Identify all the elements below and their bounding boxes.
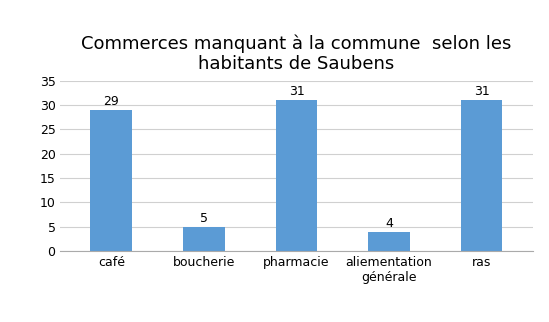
Text: 4: 4	[385, 217, 393, 230]
Bar	[91, 110, 132, 251]
Title: Commerces manquant à la commune  selon les
habitants de Saubens: Commerces manquant à la commune selon le…	[81, 34, 512, 73]
Text: 29: 29	[103, 95, 119, 108]
Bar	[368, 232, 410, 251]
Text: 5: 5	[200, 212, 208, 225]
Bar	[183, 227, 225, 251]
Bar	[276, 100, 317, 251]
Text: 31: 31	[289, 85, 304, 98]
Bar	[461, 100, 502, 251]
Text: 31: 31	[474, 85, 490, 98]
